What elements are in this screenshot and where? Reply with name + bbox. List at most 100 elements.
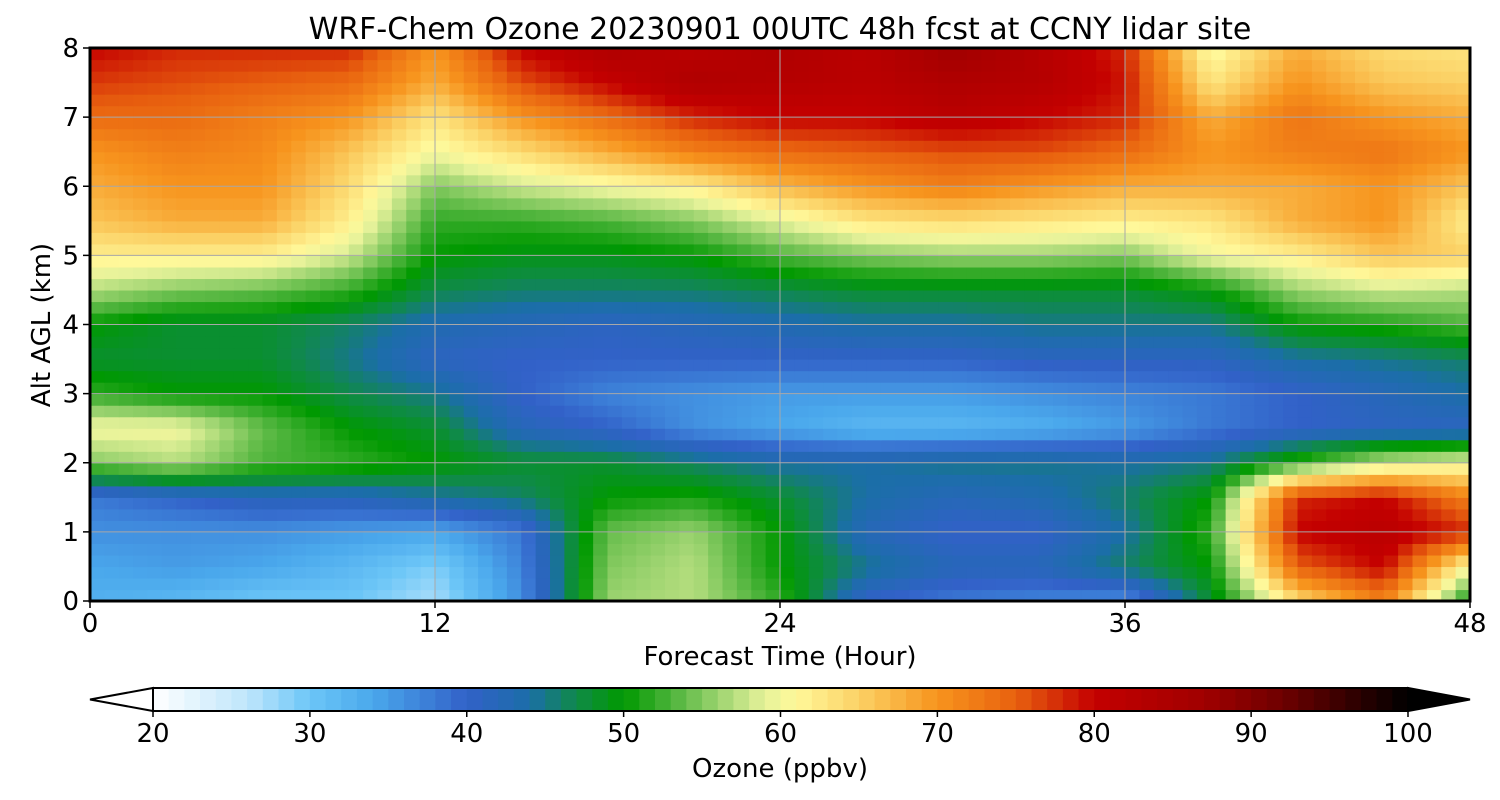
heatmap-cell <box>1311 428 1327 441</box>
heatmap-cell <box>981 163 997 176</box>
heatmap-cell <box>1297 140 1313 153</box>
heatmap-cell <box>449 117 465 130</box>
heatmap-cell <box>104 393 120 406</box>
heatmap-cell <box>751 174 767 187</box>
heatmap-cell <box>1297 48 1313 61</box>
heatmap-cell <box>837 117 853 130</box>
heatmap-cell <box>1441 508 1457 521</box>
heatmap-cell <box>233 140 249 153</box>
heatmap-cell <box>895 82 910 95</box>
heatmap-cell <box>1268 405 1284 418</box>
heatmap-cell <box>1369 451 1385 464</box>
heatmap-cell <box>938 312 954 326</box>
heatmap-cell <box>1383 324 1399 337</box>
heatmap-cell <box>895 48 910 61</box>
heatmap-cell <box>248 48 264 61</box>
heatmap-cell <box>1240 220 1255 233</box>
heatmap-cell <box>377 140 393 153</box>
heatmap-cell <box>938 232 954 245</box>
heatmap-cell <box>205 324 220 337</box>
heatmap-cell <box>665 59 680 72</box>
heatmap-cell <box>1326 497 1342 510</box>
heatmap-cell <box>1383 451 1399 464</box>
heatmap-cell <box>1182 82 1198 95</box>
heatmap-cell <box>248 324 264 337</box>
heatmap-cell <box>1053 105 1069 118</box>
heatmap-cell <box>909 474 925 487</box>
heatmap-cell <box>665 336 680 349</box>
heatmap-cell <box>348 531 364 544</box>
heatmap-cell <box>837 405 853 418</box>
heatmap-cell <box>492 336 508 349</box>
heatmap-cell <box>449 347 465 360</box>
heatmap-cell <box>966 140 982 153</box>
heatmap-cell <box>679 278 695 291</box>
heatmap-cell <box>219 451 235 464</box>
heatmap-cell <box>506 428 522 441</box>
heatmap-cell <box>938 336 954 349</box>
heatmap-cell <box>449 59 465 72</box>
heatmap-cell <box>564 197 580 210</box>
heatmap-cell <box>1240 243 1255 256</box>
heatmap-cell <box>1412 508 1428 521</box>
heatmap-cell <box>1455 416 1471 429</box>
heatmap-cell <box>1283 508 1299 521</box>
heatmap-cell <box>1211 289 1227 303</box>
heatmap-cell <box>966 59 982 72</box>
colorbar-swatch <box>811 688 829 711</box>
heatmap-cell <box>938 105 954 118</box>
heatmap-cell <box>995 520 1011 533</box>
heatmap-cell <box>420 497 436 510</box>
heatmap-cell <box>550 278 565 291</box>
y-axis-label: Alt AGL (km) <box>27 243 57 407</box>
heatmap-cell <box>420 48 436 61</box>
heatmap-cell <box>564 266 580 280</box>
heatmap-cell <box>1125 48 1140 61</box>
heatmap-cell <box>1182 232 1198 245</box>
heatmap-cell <box>1196 71 1212 84</box>
heatmap-cell <box>837 497 853 510</box>
heatmap-cell <box>305 117 321 130</box>
heatmap-cell <box>363 255 379 268</box>
heatmap-cell <box>377 462 393 475</box>
heatmap-cell <box>1139 151 1155 164</box>
heatmap-cell <box>463 94 479 107</box>
heatmap-cell <box>449 278 465 291</box>
heatmap-cell <box>665 117 680 130</box>
heatmap-cell <box>679 370 695 383</box>
heatmap-cell <box>147 243 163 256</box>
heatmap-cell <box>1240 439 1255 452</box>
heatmap-cell <box>1168 416 1184 429</box>
heatmap-cell <box>1038 474 1054 487</box>
heatmap-cell <box>1196 94 1212 107</box>
heatmap-cell <box>449 359 465 372</box>
heatmap-cell <box>147 347 163 360</box>
x-tick-label: 48 <box>1453 609 1486 639</box>
heatmap-cell <box>463 520 479 533</box>
heatmap-cell <box>1096 266 1112 280</box>
heatmap-cell <box>219 197 235 210</box>
colorbar-swatch <box>686 688 703 711</box>
heatmap-cell <box>262 312 278 326</box>
heatmap-cell <box>391 301 407 314</box>
heatmap-cell <box>320 289 335 303</box>
heatmap-cell <box>205 485 220 498</box>
colorbar-label: Ozone (ppbv) <box>692 754 868 784</box>
heatmap-cell <box>808 71 824 84</box>
heatmap-cell <box>1455 370 1471 383</box>
heatmap-cell <box>1053 278 1069 291</box>
heatmap-cell <box>1010 359 1025 372</box>
heatmap-cell <box>952 474 968 487</box>
heatmap-cell <box>593 324 609 337</box>
heatmap-cell <box>205 94 220 107</box>
heatmap-cell <box>90 312 105 326</box>
heatmap-cell <box>406 428 422 441</box>
heatmap-cell <box>1311 278 1327 291</box>
heatmap-cell <box>320 174 335 187</box>
heatmap-cell <box>161 520 177 533</box>
y-tick-label: 6 <box>62 172 79 202</box>
heatmap-cell <box>420 462 436 475</box>
heatmap-cell <box>118 220 134 233</box>
heatmap-cell <box>1081 359 1097 372</box>
heatmap-cell <box>593 312 609 326</box>
